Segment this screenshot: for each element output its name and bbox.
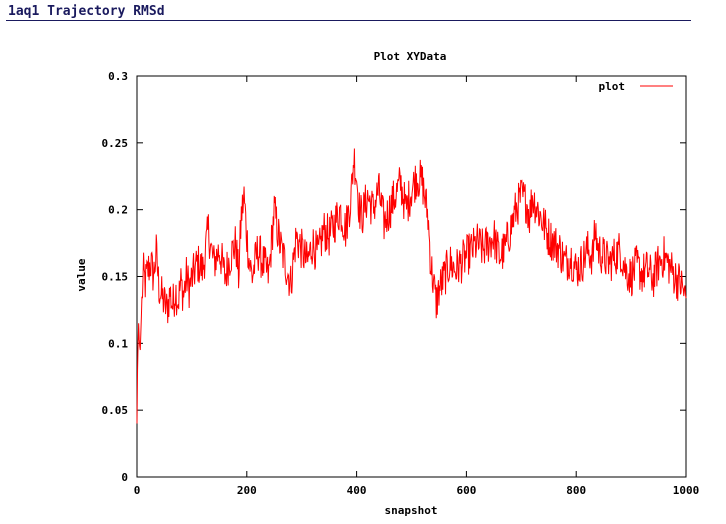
legend-label-plot: plot bbox=[599, 80, 626, 93]
legend: plot bbox=[599, 80, 673, 93]
series-line-plot bbox=[136, 148, 687, 424]
y-tick-label: 0 bbox=[121, 471, 128, 484]
x-tick-label: 0 bbox=[134, 484, 141, 497]
y-tick-label: 0.1 bbox=[108, 337, 128, 350]
y-tick-label: 0.25 bbox=[102, 137, 129, 150]
x-tick-label: 400 bbox=[347, 484, 367, 497]
page-title: 1aq1 Trajectory RMSd bbox=[8, 4, 165, 19]
y-tick-label: 0.15 bbox=[102, 271, 129, 284]
y-tick-label: 0.2 bbox=[108, 204, 128, 217]
x-tick-label: 1000 bbox=[673, 484, 700, 497]
y-axis-label: value bbox=[75, 258, 88, 291]
x-axis-label: snapshot bbox=[385, 504, 438, 517]
x-tick-label: 600 bbox=[456, 484, 476, 497]
y-tick-label: 0.3 bbox=[108, 70, 128, 83]
x-tick-label: 800 bbox=[566, 484, 586, 497]
x-tick-label: 200 bbox=[237, 484, 257, 497]
y-tick-label: 0.05 bbox=[102, 404, 129, 417]
title-divider bbox=[6, 20, 691, 21]
plot-area-frame bbox=[136, 75, 687, 478]
chart-title: Plot XYData bbox=[374, 50, 447, 63]
